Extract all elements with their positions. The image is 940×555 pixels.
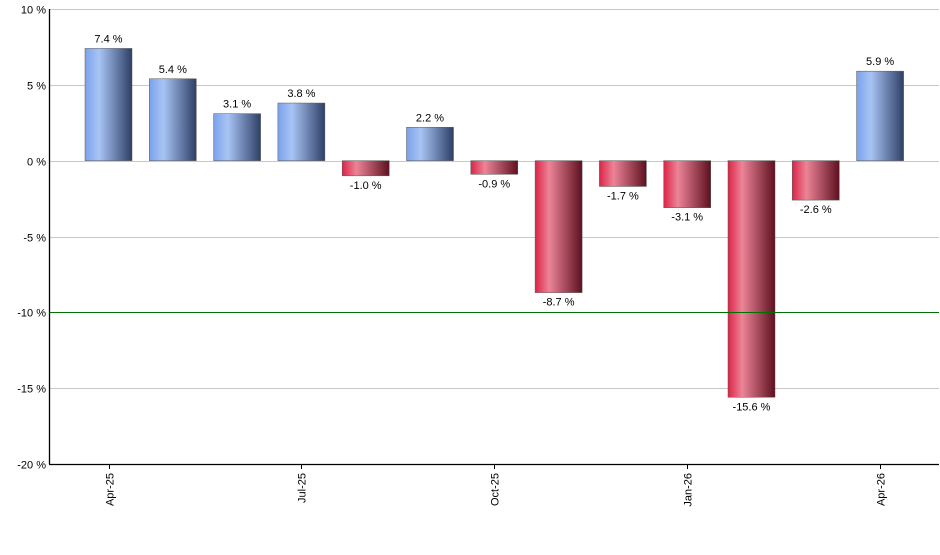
bar-nov-25 [534,160,583,293]
bar-value-label: -3.1 % [671,212,703,224]
bar-value-label: 2.2 % [416,112,444,124]
y-tick-label: 10 % [21,5,46,17]
bar-jan-26 [663,160,711,208]
bar-value-label: 3.1 % [223,99,251,111]
bar-feb-26 [727,160,776,398]
x-tick-label: Jul-25 [297,473,309,503]
x-tick-label: Jan-26 [683,473,695,507]
y-tick-label: 0 % [27,157,46,169]
y-tick-label: 5 % [27,81,46,93]
x-tick-label: Apr-25 [105,473,117,506]
bar-value-label: -2.6 % [800,204,832,216]
bar-aug-25 [341,160,390,177]
bar-value-label: -15.6 % [733,401,771,413]
bar-apr-25 [84,48,133,161]
x-axis-labels: Apr-25 Jul-25 Oct-25 Jan-26 Apr-26 [105,473,888,507]
bar-value-label: -1.7 % [607,190,639,202]
bar-value-labels: 7.4 % 5.4 % 3.1 % 3.8 % -1.0 % 2.2 % -0.9 % -8.… [94,33,894,413]
x-tick-label: Oct-25 [490,473,502,506]
bars [84,48,904,398]
bar-value-label: 5.4 % [159,64,187,76]
x-tick-label: Apr-26 [876,473,888,506]
bar-jul-25 [277,102,326,161]
y-tick-label: -10 % [17,308,46,320]
bar-apr-26 [856,70,904,161]
bar-value-label: 3.8 % [287,88,315,100]
bar-value-label: 7.4 % [94,33,122,45]
y-tick-label: -20 % [17,460,46,472]
bar-mar-26 [792,160,840,201]
bar-value-label: 5.9 % [866,56,894,68]
bar-oct-25 [470,160,519,175]
bar-jun-25 [213,113,261,161]
bar-dec-25 [599,160,647,187]
bar-sep-25 [406,127,454,161]
axes [48,9,939,469]
y-tick-label: -15 % [17,384,46,396]
y-tick-label: -5 % [23,233,46,245]
bar-value-label: -8.7 % [543,297,575,309]
bar-value-label: -1.0 % [350,180,382,192]
bar-value-label: -0.9 % [478,178,510,190]
y-axis-labels: 10 % 5 % 0 % -5 % -10 % -15 % -20 % [17,5,46,472]
bar-may-25 [149,78,197,161]
